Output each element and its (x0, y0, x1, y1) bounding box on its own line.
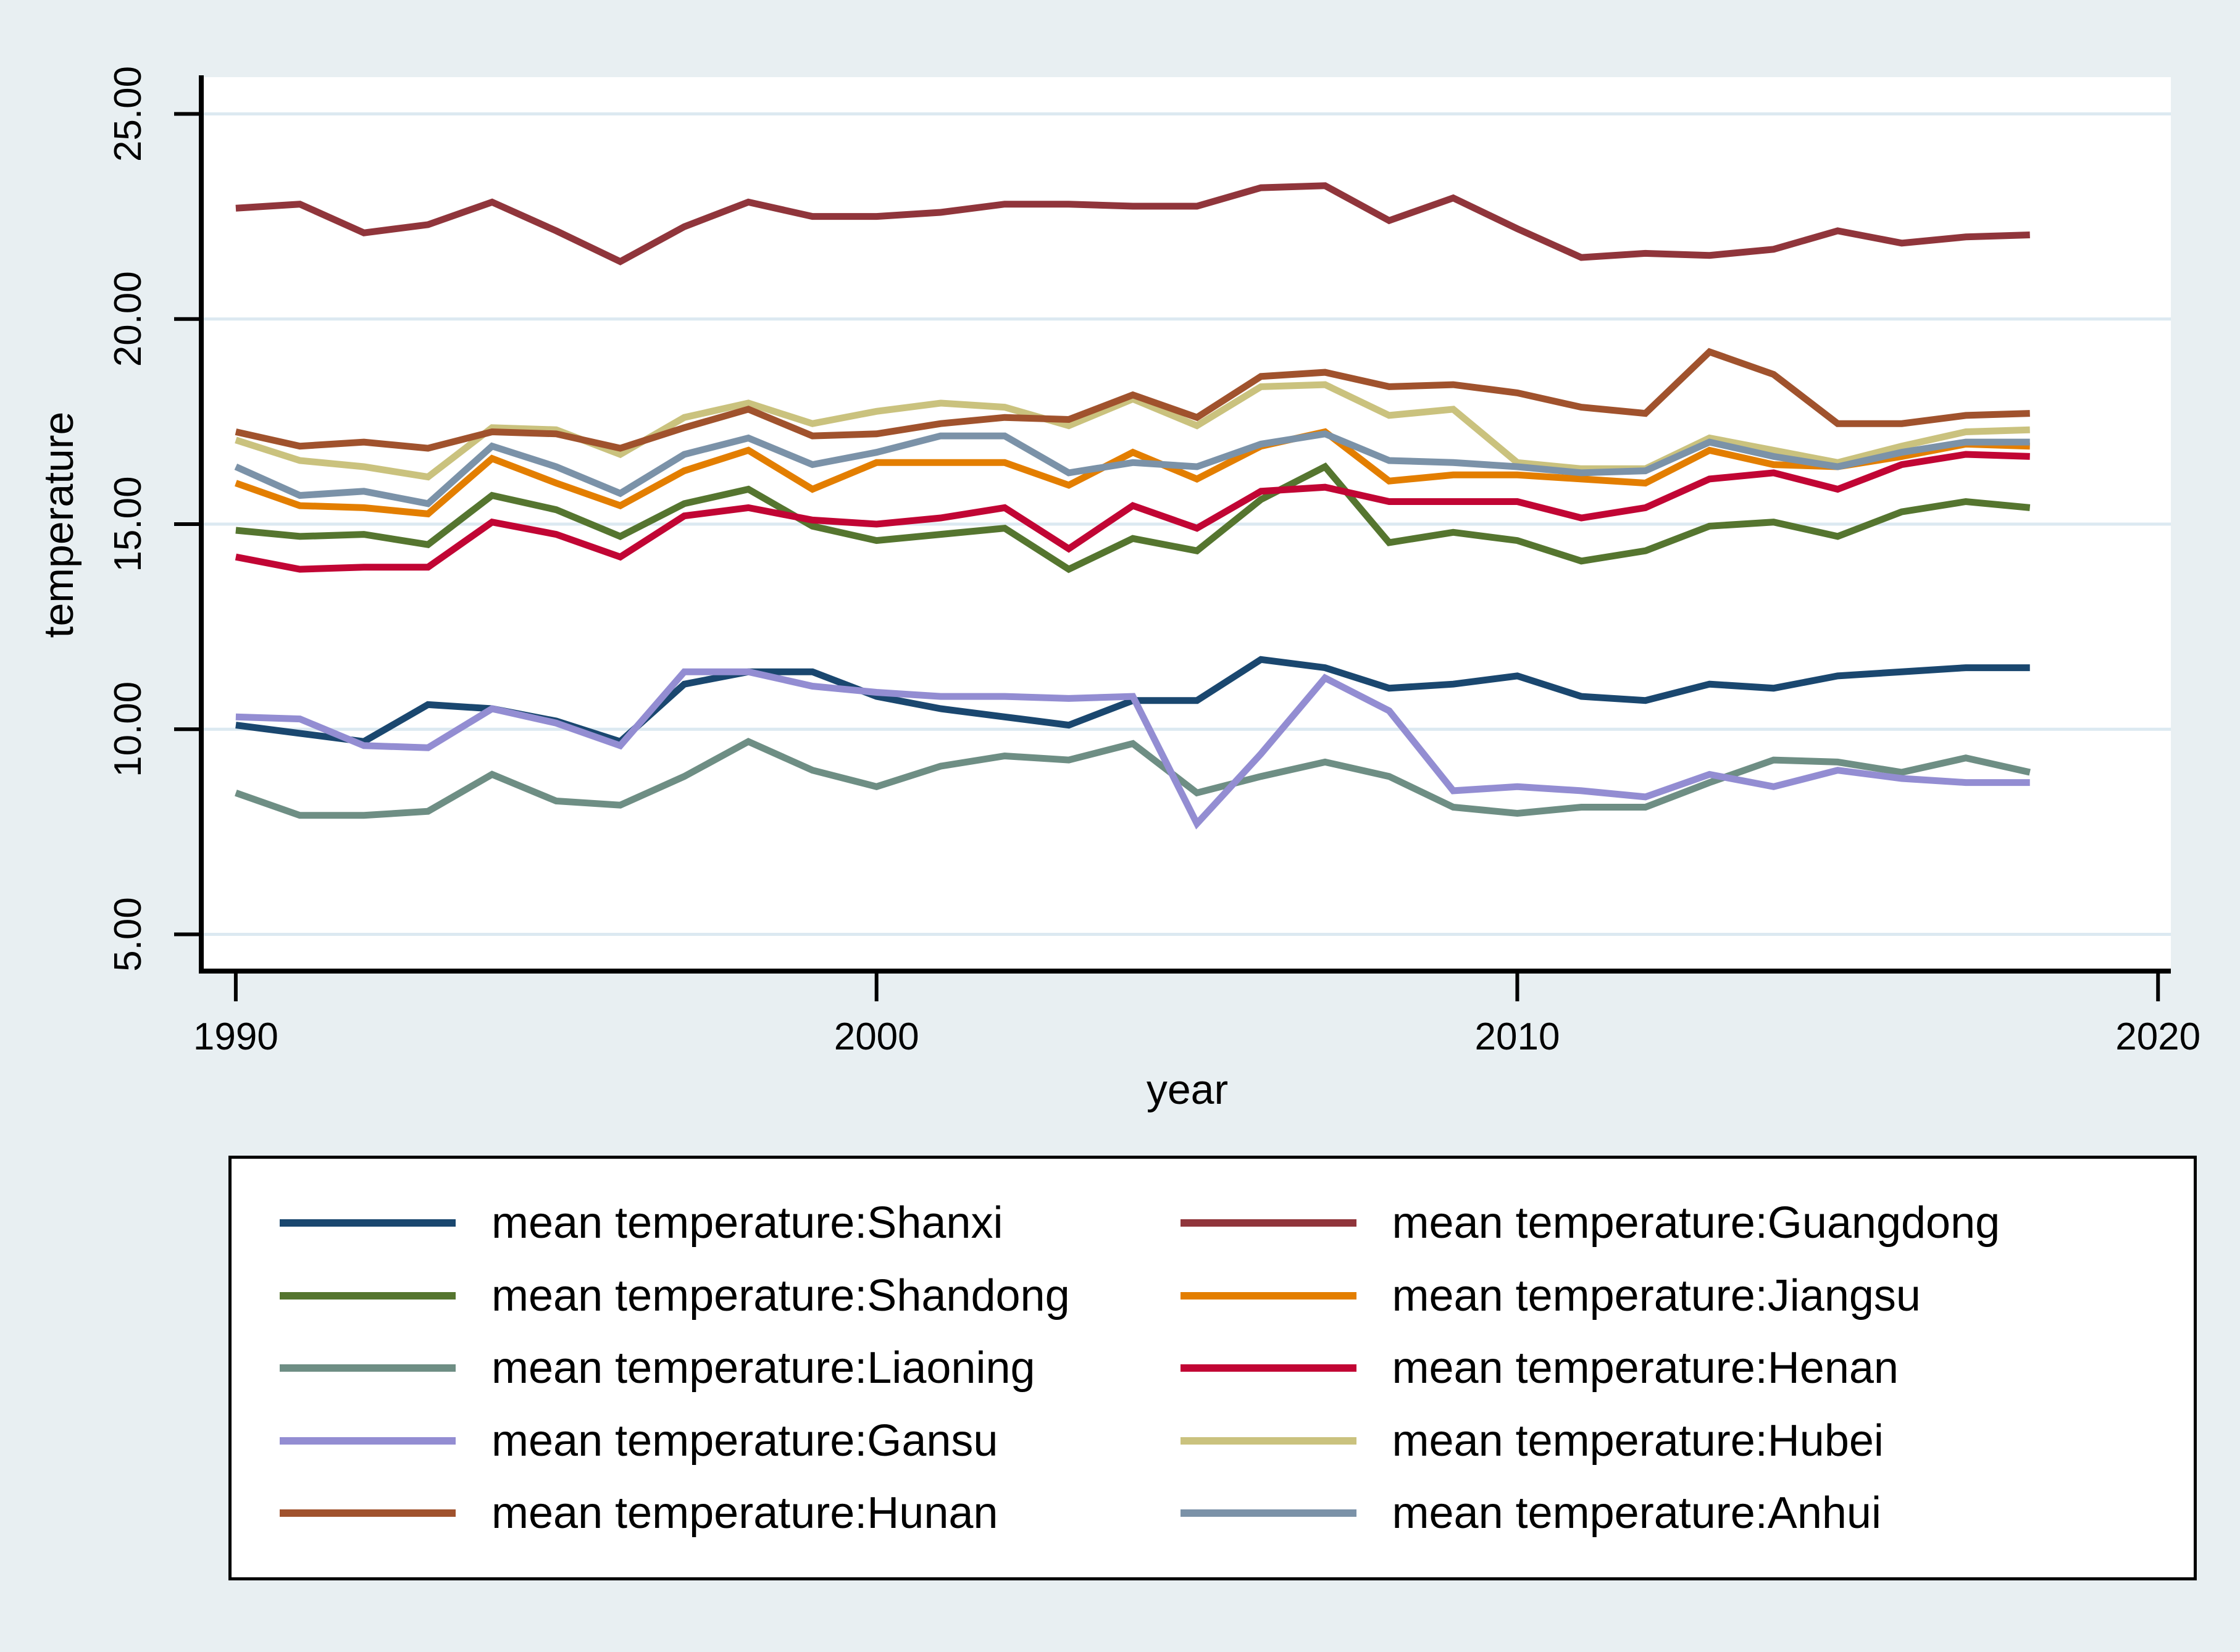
legend-item-jiangsu: mean temperature:Jiangsu (1180, 1270, 2170, 1320)
legend-label: mean temperature:Jiangsu (1392, 1270, 1921, 1320)
legend-label: mean temperature:Liaoning (491, 1343, 1035, 1393)
series-line-gansu (235, 668, 2030, 830)
series-line-hubei (235, 381, 2030, 481)
legend-line-swatch (280, 1437, 456, 1445)
y-tick-label: 25.00 (107, 66, 149, 162)
legend-item-gansu: mean temperature:Gansu (280, 1419, 1181, 1463)
legend-label: mean temperature:Gansu (491, 1416, 998, 1466)
x-axis-title: year (1147, 1066, 1228, 1113)
legend-item-henan: mean temperature:Henan (1180, 1343, 2170, 1393)
chart-plot: 1990 2000 2010 2020 5.00 10.00 15.00 20.00 25.0… (35, 66, 2200, 1113)
legend-item-hunan: mean temperature:Hunan (280, 1491, 1181, 1535)
legend-line-swatch (280, 1364, 456, 1372)
legend-line-swatch (1180, 1437, 1356, 1445)
series-line-henan (235, 451, 2030, 573)
x-tick-label: 2010 (1475, 1016, 1560, 1058)
x-tick-label: 1990 (193, 1016, 278, 1058)
legend-label: mean temperature:Anhui (1392, 1488, 1881, 1538)
legend-line-swatch (1180, 1364, 1356, 1372)
y-tick-label: 15.00 (107, 476, 149, 572)
legend-label: mean temperature:Henan (1392, 1343, 1899, 1393)
axes (199, 75, 2171, 974)
y-tick-label: 5.00 (107, 897, 149, 972)
legend-line-swatch (280, 1219, 456, 1227)
legend-line-swatch (280, 1509, 456, 1517)
legend-label: mean temperature:Hunan (491, 1488, 998, 1538)
x-tick-label: 2000 (834, 1016, 919, 1058)
legend-item-guangdong: mean temperature:Guangdong (1180, 1198, 2170, 1248)
legend-label: mean temperature:Guangdong (1392, 1198, 2000, 1248)
series-line-jiangsu (235, 428, 2030, 518)
legend-line-swatch (1180, 1509, 1356, 1517)
x-tick-label: 2020 (2115, 1016, 2200, 1058)
y-axis-title: temperature (35, 412, 82, 638)
series-line-anhui (234, 430, 2030, 507)
legend-box: mean temperature:Shanxi mean temperature:… (228, 1156, 2197, 1580)
series-line-shandong (235, 462, 2031, 574)
series-line-guangdong (235, 182, 2030, 265)
y-tick-label: 10.00 (107, 682, 149, 777)
legend-item-hubei: mean temperature:Hubei (1180, 1416, 2170, 1466)
x-tick-labels: 1990 2000 2010 2020 (193, 1016, 2200, 1058)
legend-line-swatch (280, 1291, 456, 1299)
series-line-hunan (235, 348, 2030, 452)
tick-marks (174, 112, 2160, 1001)
legend-label: mean temperature:Shandong (491, 1270, 1070, 1320)
series-lines (234, 182, 2031, 830)
legend-item-liaoning: mean temperature:Liaoning (280, 1346, 1181, 1390)
y-tick-labels: 5.00 10.00 15.00 20.00 25.00 (107, 66, 149, 972)
legend-line-swatch (1180, 1291, 1356, 1299)
legend-item-shandong: mean temperature:Shandong (280, 1274, 1181, 1318)
legend-label: mean temperature:Hubei (1392, 1416, 1884, 1466)
legend-item-shanxi: mean temperature:Shanxi (280, 1201, 1181, 1245)
legend-label: mean temperature:Shanxi (491, 1198, 1003, 1248)
legend-item-anhui: mean temperature:Anhui (1180, 1488, 2170, 1538)
legend-line-swatch (1180, 1219, 1356, 1227)
y-tick-label: 20.00 (107, 271, 149, 367)
